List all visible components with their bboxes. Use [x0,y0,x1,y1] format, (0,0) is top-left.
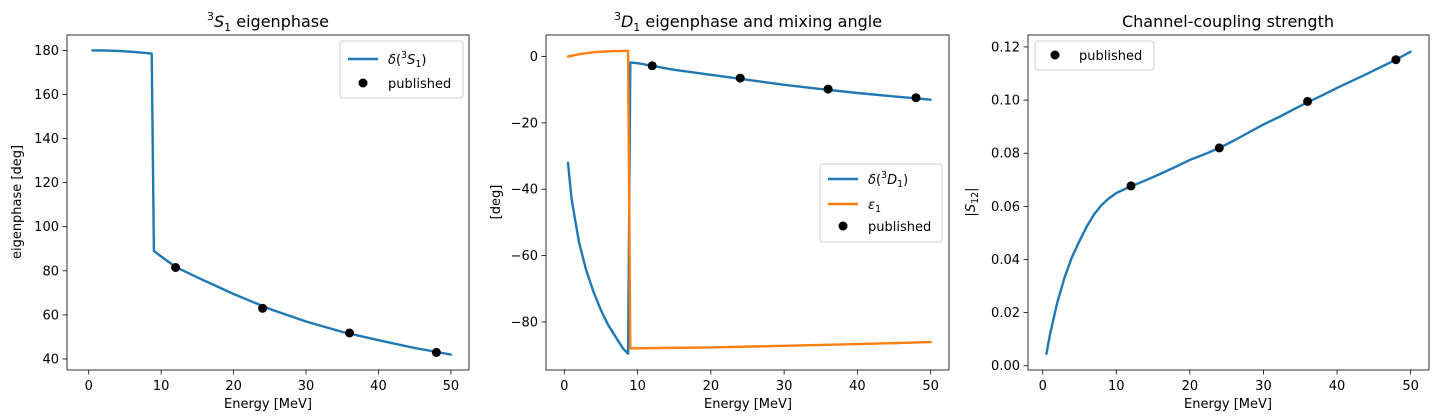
y-tick-label: 60 [42,308,59,323]
x-tick-label: 10 [629,379,646,394]
published-point [431,347,441,357]
x-tick-label: 0 [560,379,568,394]
x-tick-label: 20 [703,379,720,394]
y-tick-label: 40 [42,352,59,367]
y-tick-label: 0.12 [991,40,1020,55]
x-tick-label: 0 [1039,379,1047,394]
published-point [735,73,745,83]
x-tick-label: 30 [776,379,793,394]
y-tick-label: −60 [511,249,538,264]
published-point [1126,181,1136,191]
panel-title: Channel-coupling strength [1122,12,1334,31]
legend: δ(3D1) ε1 published [819,163,943,243]
y-tick-label: −20 [511,116,538,131]
x-tick-label: 10 [1108,379,1125,394]
legend-label-published: published [868,220,931,235]
y-tick-label: 140 [34,132,59,147]
panel-title: 3D1 eigenphase and mixing angle [614,10,882,34]
x-axis-label: Energy [MeV] [1184,397,1272,412]
y-tick-label: 80 [42,264,59,279]
panel-title: 3S1 eigenphase [207,10,329,34]
published-point [647,61,657,71]
y-tick-label: 0.02 [991,306,1020,321]
y-tick-label: 160 [34,88,59,103]
x-tick-label: 0 [85,379,93,394]
x-tick-label: 50 [443,379,460,394]
series-line-series-0 [566,61,932,355]
published-point [1303,96,1313,106]
legend-box [1034,40,1155,71]
published-point [1214,143,1224,153]
x-tick-label: 50 [1402,379,1419,394]
plot-area [545,34,950,371]
legend: published [1034,40,1155,71]
x-tick-label: 30 [298,379,315,394]
y-tick-label: −40 [511,183,538,198]
legend-box [339,40,464,99]
published-point [171,263,181,272]
legend-swatch-published [1050,50,1060,60]
legend-swatch-published [838,221,848,231]
panel-channel-coupling: Channel-coupling strength 0 10 20 30 40 50 0.… [964,12,1430,412]
y-tick-label: 0.04 [991,253,1020,268]
plot-area [66,34,470,371]
series-line-series-1 [566,49,932,350]
x-axis-label: Energy [MeV] [704,397,792,412]
y-tick-label: 0.06 [991,200,1020,215]
published-point [345,328,354,338]
published-point [911,93,921,103]
y-axis-label: [deg] [489,185,504,220]
y-tick-label: 0.10 [991,94,1020,109]
x-axis-label: Energy [MeV] [224,397,312,412]
x-tick-label: 40 [1329,379,1346,394]
x-tick-label: 10 [153,379,170,394]
legend-box [819,163,943,243]
legend-label-published: published [388,77,451,92]
panel-3s1-eigenphase: 3S1 eigenphase 0 10 20 30 40 50 40 60 80 100 120 1… [10,10,470,412]
legend-label-published: published [1079,49,1142,64]
legend-swatch-published [358,78,368,88]
x-tick-label: 20 [225,379,242,394]
x-tick-label: 40 [370,379,387,394]
y-tick-label: 0.08 [991,147,1020,162]
published-point [823,84,833,94]
published-point [1391,55,1401,65]
y-tick-label: 100 [34,220,59,235]
x-tick-label: 30 [1255,379,1272,394]
y-tick-label: −80 [511,315,538,330]
y-axis-label: |S12| [964,187,981,216]
legend-label-delta-3d1: δ(3D1) [868,170,908,190]
x-tick-label: 40 [849,379,866,394]
published-point [258,303,268,313]
y-tick-label: 0 [530,50,538,65]
legend: δ(3S1) published [339,40,464,99]
panel-3d1-eigenphase-mixing: 3D1 eigenphase and mixing angle 0 10 20 30 4… [489,10,950,412]
y-tick-label: 120 [34,176,59,191]
legend-label-delta-3s1: δ(3S1) [388,50,426,70]
x-tick-label: 50 [922,379,939,394]
legend-label-epsilon1: ε1 [868,198,881,215]
x-tick-label: 20 [1182,379,1199,394]
series-line-coupling [1045,50,1412,355]
y-tick-label: 180 [34,44,59,59]
y-axis-label: eigenphase [deg] [10,145,25,259]
plot-area [1027,34,1430,371]
y-tick-label: 0.00 [991,359,1020,374]
